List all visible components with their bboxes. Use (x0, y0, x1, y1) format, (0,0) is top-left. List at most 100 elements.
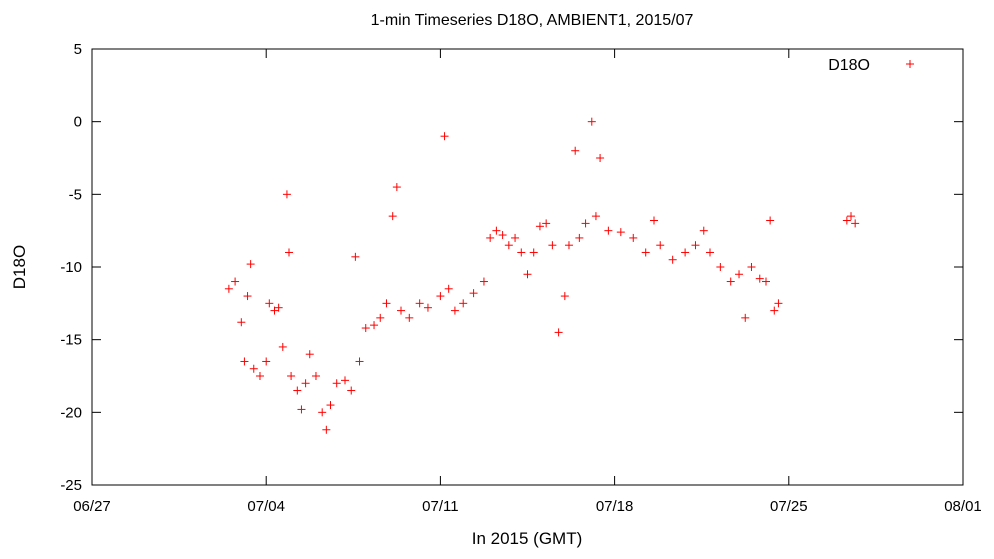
data-point (405, 313, 414, 322)
x-tick-label: 07/04 (247, 498, 285, 515)
data-point (376, 313, 385, 322)
data-point (492, 226, 501, 235)
data-point (656, 241, 665, 250)
data-point (274, 303, 283, 312)
data-point (616, 228, 625, 237)
data-point (388, 212, 397, 221)
data-point (285, 248, 294, 257)
data-point (842, 216, 851, 225)
data-point (265, 299, 274, 308)
data-point (535, 222, 544, 231)
axis-ticks-layer: 5 0 -5 -10 -15 -20 -25 06/27 07/04 07/11 07/18 07/2… (60, 41, 981, 515)
y-tick-label: -5 (69, 186, 82, 203)
data-point (270, 306, 279, 315)
y-tick-label: 5 (74, 41, 82, 58)
data-point (355, 357, 364, 366)
data-point (564, 241, 573, 250)
data-point (851, 219, 860, 228)
data-point (318, 408, 327, 417)
legend-label: D18O (828, 57, 870, 74)
y-tick-label: 0 (74, 114, 82, 131)
data-point (444, 284, 453, 293)
data-point (571, 146, 580, 155)
data-point (246, 260, 255, 269)
data-point (423, 303, 432, 312)
data-point (392, 183, 401, 192)
data-point (726, 277, 735, 286)
data-point (735, 270, 744, 279)
data-point (511, 233, 520, 242)
data-point (351, 252, 360, 261)
data-point (415, 299, 424, 308)
data-point (668, 255, 677, 264)
data-point (322, 425, 331, 434)
data-point (755, 274, 764, 283)
data-point (332, 379, 341, 388)
data-point (542, 219, 551, 228)
data-point (278, 342, 287, 351)
data-point (287, 372, 296, 380)
data-point (529, 248, 538, 257)
legend: D18O (828, 57, 914, 74)
data-point (311, 372, 320, 380)
x-tick-label: 06/27 (73, 498, 111, 515)
data-point (231, 277, 240, 286)
data-point (591, 212, 600, 221)
data-point (766, 216, 775, 225)
data-point (847, 212, 856, 221)
data-point (699, 226, 708, 235)
data-point (523, 270, 532, 279)
data-point (450, 306, 459, 315)
data-point (361, 324, 370, 333)
y-tick-label: -10 (60, 259, 82, 276)
data-point (255, 372, 264, 380)
data-point (440, 132, 449, 141)
x-axis-label: In 2015 (GMT) (472, 529, 583, 548)
legend-marker (906, 60, 914, 68)
data-point (486, 233, 495, 242)
data-point (548, 241, 557, 250)
data-point (341, 376, 350, 385)
data-point (581, 219, 590, 228)
data-point (370, 321, 379, 330)
data-point (436, 292, 445, 301)
data-point (326, 401, 335, 410)
data-point (761, 277, 770, 286)
data-point (282, 190, 291, 199)
y-tick-label: -20 (60, 404, 82, 421)
data-point (396, 306, 405, 315)
data-point (587, 117, 596, 126)
data-point (459, 299, 468, 308)
data-point (305, 350, 314, 359)
x-tick-label: 07/18 (596, 498, 634, 515)
data-point (347, 386, 356, 395)
data-point (774, 299, 783, 308)
chart-title: 1-min Timeseries D18O, AMBIENT1, 2015/07 (371, 12, 694, 29)
data-point (604, 226, 613, 235)
data-point (560, 292, 569, 301)
data-point (243, 292, 252, 301)
data-point (249, 364, 258, 373)
x-tick-label: 07/11 (422, 498, 458, 515)
data-point (479, 277, 488, 286)
data-point (224, 284, 233, 293)
data-point (741, 313, 750, 322)
data-point (629, 233, 638, 242)
data-point (469, 289, 478, 298)
data-point (382, 299, 391, 308)
data-point (262, 357, 271, 366)
data-point (240, 357, 249, 366)
data-point (498, 231, 507, 240)
data-point (517, 248, 526, 257)
data-point (575, 233, 584, 242)
data-points-layer (224, 117, 860, 434)
plot-frame (91, 48, 964, 486)
data-point (596, 154, 605, 162)
data-point (650, 216, 659, 225)
data-point (705, 248, 714, 257)
y-tick-label: -15 (60, 332, 82, 349)
data-point (237, 318, 246, 327)
data-point (504, 241, 513, 250)
data-point (293, 386, 302, 395)
